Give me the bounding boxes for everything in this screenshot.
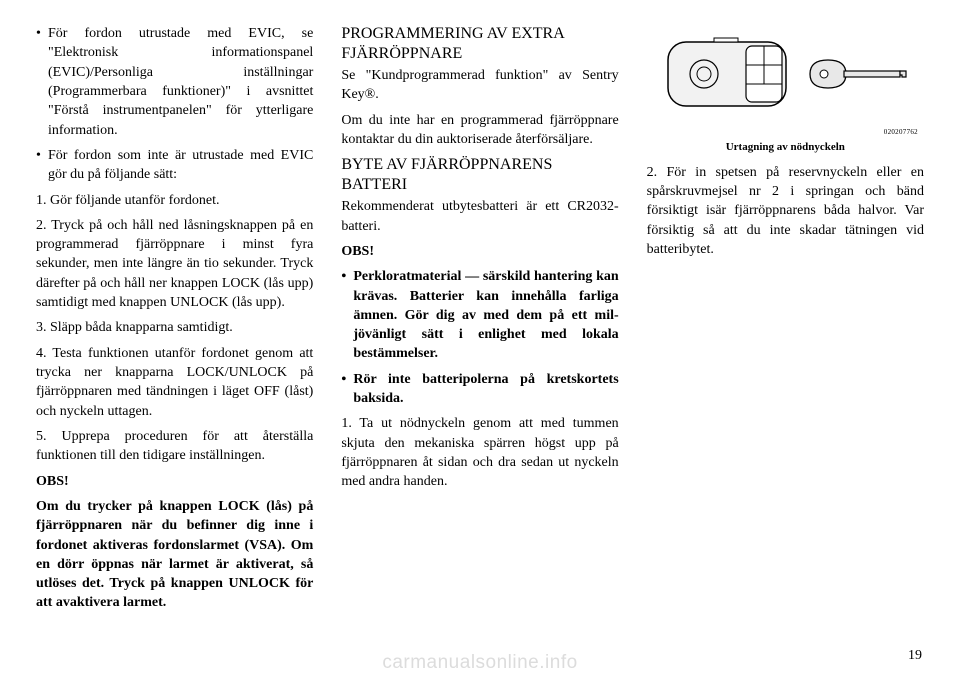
battery-warning-list: Perkloratmaterial — särskild hantering k… [341,267,618,408]
bullet-list-evic: För fordon utrustade med EVIC, se "Elekt… [36,24,313,185]
heading-battery: BYTE AV FJÄRRÖPPNARENS BATTERI [341,155,618,195]
remove-key-step2: 2. För in spetsen på reservnyckeln eller… [647,163,924,260]
bullet-perchlorate: Perkloratmaterial — särskild hantering k… [341,267,618,364]
step-2: 2. Tryck på och håll ned låsnings­knappe… [36,216,313,313]
figure-emergency-key: 020207762 Urtagning av nödnyckeln [647,24,924,155]
page-number: 19 [908,648,922,664]
batt-p1: Rekommenderat utbytesbatteri är ett CR20… [341,197,618,236]
manual-page: För fordon utrustade med EVIC, se "Elekt… [0,0,960,678]
bullet-poles: Rör inte batteripolerna på kretskortets … [341,370,618,409]
step-3: 3. Släpp båda knapparna samtidigt. [36,318,313,337]
obs-text-1: Om du trycker på knappen LOCK (lås) på f… [36,497,313,613]
remove-key-step1: 1. Ta ut nödnyckeln genom att med tummen… [341,414,618,491]
obs-label-1: OBS! [36,472,313,491]
step-5: 5. Upprepa proceduren för att åter­ställ… [36,427,313,466]
keyfob-illustration [660,24,910,124]
prog-p1: Se "Kundprogrammerad funktion" av Sentry… [341,66,618,105]
prog-p2: Om du inte har en programmerad fjärröppn… [341,111,618,150]
step-1: 1. Gör följande utanför fordonet. [36,191,313,210]
obs-label-2: OBS! [341,242,618,261]
figure-caption: Urtagning av nödnyckeln [647,140,924,155]
figure-code: 020207762 [647,128,924,138]
step-4: 4. Testa funktionen utanför fordonet gen… [36,344,313,421]
bullet-non-evic: För fordon som inte är utrustade med EVI… [36,146,313,185]
watermark: carmanualsonline.info [0,652,960,674]
heading-programming: PROGRAMMERING AV EXTRA FJÄRRÖPPNARE [341,24,618,64]
text-columns: För fordon utrustade med EVIC, se "Elekt… [36,24,924,624]
bullet-evic-info: För fordon utrustade med EVIC, se "Elekt… [36,24,313,140]
